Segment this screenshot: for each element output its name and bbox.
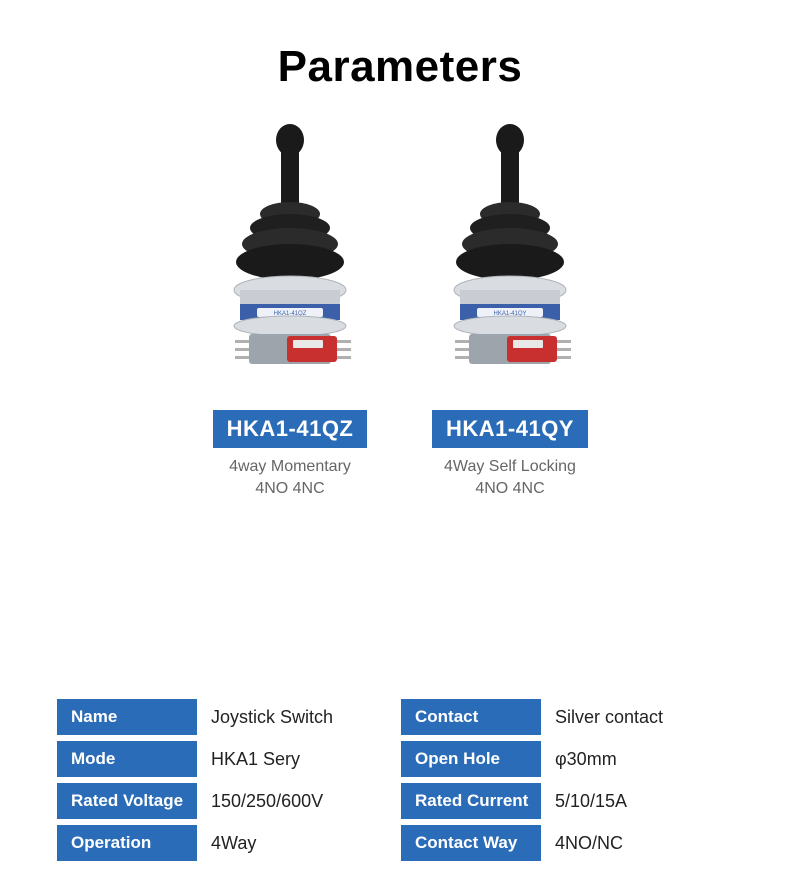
desc-line1: 4Way Self Locking (444, 458, 576, 475)
product-card-qy: HKA1-41QY HKA1-41QY 4Way Self Locking 4N… (420, 122, 600, 499)
products-row: HKA1-41QZ HKA1-41QZ 4way Momentary 4NO 4… (0, 122, 800, 499)
spec-value-rated-voltage: 150/250/600V (199, 783, 399, 819)
spec-value-name: Joystick Switch (199, 699, 399, 735)
spec-label-operation: Operation (57, 825, 197, 861)
product-desc-qz: 4way Momentary 4NO 4NC (229, 456, 351, 499)
desc-line2: 4NO 4NC (255, 480, 324, 497)
spec-value-operation: 4Way (199, 825, 399, 861)
spec-label-rated-voltage: Rated Voltage (57, 783, 197, 819)
spec-value-contact: Silver contact (543, 699, 743, 735)
spec-value-mode: HKA1 Sery (199, 741, 399, 777)
spec-value-openhole: φ30mm (543, 741, 743, 777)
spec-label-contact: Contact (401, 699, 541, 735)
spec-label-contact-way: Contact Way (401, 825, 541, 861)
spec-table: Name Joystick Switch Contact Silver cont… (50, 699, 750, 861)
page-title: Parameters (0, 0, 800, 92)
spec-label-rated-current: Rated Current (401, 783, 541, 819)
model-badge-qy: HKA1-41QY (432, 410, 588, 448)
desc-line2: 4NO 4NC (475, 480, 544, 497)
spec-label-name: Name (57, 699, 197, 735)
product-desc-qy: 4Way Self Locking 4NO 4NC (444, 456, 576, 499)
spec-value-contact-way: 4NO/NC (543, 825, 743, 861)
model-badge-qz: HKA1-41QZ (213, 410, 368, 448)
joystick-image-qz: HKA1-41QZ (215, 122, 365, 402)
desc-line1: 4way Momentary (229, 458, 351, 475)
product-card-qz: HKA1-41QZ HKA1-41QZ 4way Momentary 4NO 4… (200, 122, 380, 499)
spec-label-mode: Mode (57, 741, 197, 777)
spec-value-rated-current: 5/10/15A (543, 783, 743, 819)
joystick-image-qy: HKA1-41QY (435, 122, 585, 402)
spec-label-openhole: Open Hole (401, 741, 541, 777)
